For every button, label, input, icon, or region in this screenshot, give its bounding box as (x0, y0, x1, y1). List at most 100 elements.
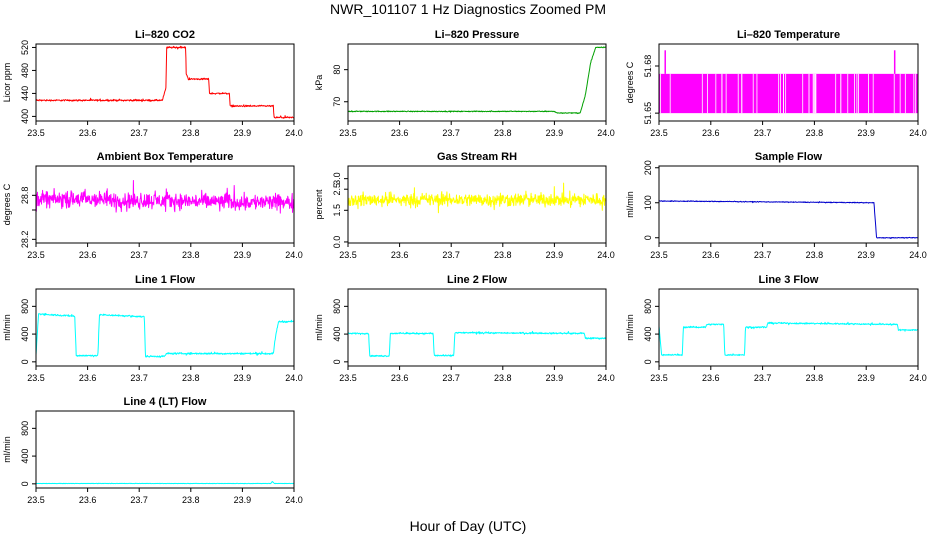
y-tick-label: 100 (643, 195, 653, 210)
data-series-line (658, 321, 919, 357)
y-axis-label: percent (314, 189, 324, 220)
x-tick-label: 23.8 (806, 128, 824, 138)
y-axis-label: ml/min (2, 314, 12, 341)
x-tick-label: 24.0 (909, 250, 927, 260)
x-tick-label: 23.8 (182, 250, 200, 260)
chart-panel-2: Li–820 Pressure kPa 23.5 23.6 23.7 23.8 23.9 24… (314, 29, 615, 138)
x-tick-label: 23.7 (130, 373, 148, 383)
y-tick-label: 0 (332, 359, 342, 364)
x-tick-label: 24.0 (285, 128, 303, 138)
x-tick-label: 23.8 (182, 128, 200, 138)
x-tick-label: 23.5 (27, 373, 45, 383)
panel-title: Li–820 Temperature (737, 29, 840, 41)
x-tick-label: 23.7 (130, 495, 148, 505)
x-tick-label: 23.6 (391, 128, 409, 138)
chart-panel-5: Gas Stream RH percent 23.5 23.6 23.7 23.8 23.9… (314, 151, 615, 260)
chart-panel-4: Ambient Box Temperature degrees C 23.5 23.6… (2, 151, 303, 260)
x-tick-label: 23.8 (182, 495, 200, 505)
x-tick-label: 23.9 (546, 373, 564, 383)
x-tick-label: 23.9 (546, 128, 564, 138)
x-tick-label: 23.8 (494, 128, 512, 138)
y-tick-label: 3.0 (332, 172, 342, 185)
y-axis-label: degrees C (2, 183, 12, 225)
data-series-line (658, 200, 919, 239)
x-tick-label: 23.6 (79, 128, 97, 138)
chart-panel-9: Line 3 Flow ml/min 23.5 23.6 23.7 23.8 23.9 24.… (625, 274, 927, 383)
x-tick-label: 23.8 (182, 373, 200, 383)
figure-xlabel: Hour of Day (UTC) (409, 518, 527, 534)
panel-title: Line 2 Flow (447, 274, 507, 286)
x-tick-label: 23.8 (806, 250, 824, 260)
chart-panel-7: Line 1 Flow ml/min 23.5 23.6 23.7 23.8 23.9 24.… (2, 274, 303, 383)
chart-panel-10: Line 4 (LT) Flow ml/min 23.5 23.6 23.7 23.8 23… (2, 396, 303, 505)
y-tick-label: 0 (643, 359, 653, 364)
x-tick-label: 23.5 (27, 128, 45, 138)
x-tick-label: 23.5 (339, 373, 357, 383)
panel-title: Li–820 CO2 (135, 29, 195, 41)
x-tick-label: 23.5 (27, 495, 45, 505)
y-axis-label: kPa (314, 75, 324, 91)
plot-frame (35, 288, 295, 367)
data-series-line (347, 330, 607, 358)
panel-title: Li–820 Pressure (435, 29, 519, 41)
x-tick-label: 23.7 (442, 128, 460, 138)
plot-frame (35, 165, 295, 244)
y-tick-label: 400 (20, 327, 30, 342)
x-tick-label: 23.7 (754, 250, 772, 260)
panel-title: Sample Flow (755, 151, 823, 163)
x-tick-label: 23.8 (806, 373, 824, 383)
y-tick-label: 200 (643, 160, 653, 175)
x-tick-label: 24.0 (285, 250, 303, 260)
x-tick-label: 23.5 (650, 250, 668, 260)
panel-title: Line 1 Flow (135, 274, 195, 286)
x-tick-label: 23.9 (234, 373, 252, 383)
y-tick-label: 0.0 (332, 236, 342, 249)
y-tick-label: 440 (20, 86, 30, 101)
plot-frame (35, 43, 295, 122)
y-tick-label: 0 (643, 235, 653, 240)
x-tick-label: 23.7 (442, 373, 460, 383)
y-axis-label: ml/min (625, 314, 635, 341)
plot-frame (658, 43, 919, 122)
x-tick-label: 23.7 (754, 128, 772, 138)
x-tick-label: 23.6 (391, 373, 409, 383)
y-tick-label: 800 (20, 421, 30, 436)
x-tick-label: 23.6 (702, 250, 720, 260)
x-tick-label: 23.7 (130, 250, 148, 260)
y-tick-label: 0 (20, 481, 30, 486)
x-tick-label: 24.0 (597, 128, 615, 138)
y-tick-label: 400 (643, 327, 653, 342)
y-tick-label: 1.5 (332, 204, 342, 217)
x-tick-label: 23.6 (702, 128, 720, 138)
x-tick-label: 24.0 (285, 373, 303, 383)
x-tick-label: 23.5 (339, 128, 357, 138)
chart-panel-8: Line 2 Flow ml/min 23.5 23.6 23.7 23.8 23.9 24.… (314, 274, 615, 383)
x-tick-label: 24.0 (597, 373, 615, 383)
y-tick-label: 28.2 (20, 231, 30, 249)
chart-panel-1: Li–820 CO2 Licor ppm 23.5 23.6 23.7 23.8 23.9 2… (2, 29, 303, 138)
x-tick-label: 23.7 (130, 128, 148, 138)
x-tick-label: 23.9 (857, 250, 875, 260)
x-tick-label: 23.9 (857, 373, 875, 383)
data-series-line (35, 180, 295, 214)
figure-title: NWR_101107 1 Hz Diagnostics Zoomed PM (330, 1, 606, 17)
x-tick-label: 23.5 (650, 373, 668, 383)
y-tick-label: 400 (20, 449, 30, 464)
y-axis-label: degrees C (625, 61, 635, 103)
plot-frame (347, 165, 607, 244)
x-tick-label: 23.6 (79, 250, 97, 260)
y-tick-label: 800 (20, 299, 30, 314)
x-tick-label: 23.9 (546, 250, 564, 260)
data-series-line (35, 481, 295, 485)
y-tick-label: 28.8 (20, 187, 30, 205)
x-tick-label: 23.7 (754, 373, 772, 383)
plot-frame (658, 288, 919, 367)
y-tick-label: 80 (332, 65, 342, 75)
x-tick-label: 23.6 (79, 373, 97, 383)
x-tick-label: 24.0 (909, 373, 927, 383)
y-tick-label: 70 (332, 97, 342, 107)
y-axis-label: ml/min (314, 314, 324, 341)
x-tick-label: 23.9 (857, 128, 875, 138)
y-tick-label: 0 (20, 359, 30, 364)
